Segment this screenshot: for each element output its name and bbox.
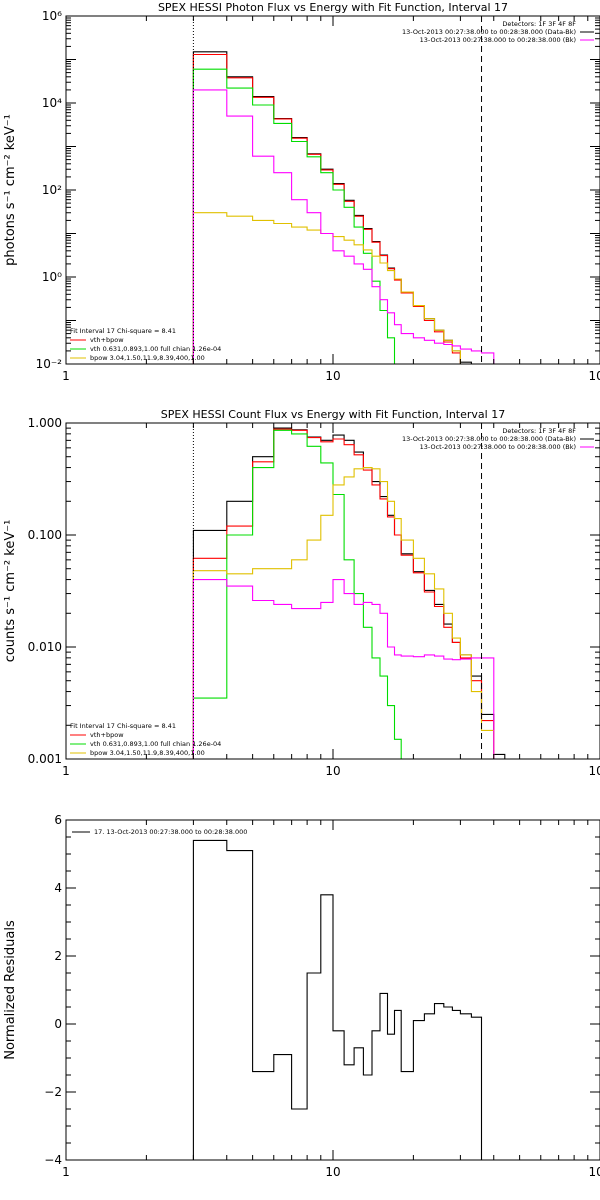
legend-left-entry: 17. 13-Oct-2013 00:27:38.000 to 00:28:38… <box>94 828 247 836</box>
y-tick-label: 0 <box>54 1017 62 1031</box>
y-tick-label: 10² <box>42 183 62 197</box>
series-bk-line <box>192 579 505 760</box>
count-flux-panel: SPEX HESSI Count Flux vs Energy with Fit… <box>3 408 600 778</box>
legend-left-entry: vth+bpow <box>90 336 124 344</box>
residuals-panel: Normalized Residuals 1 10 100 −4 −2 0 2 4 6 17. 1… <box>3 813 600 1179</box>
y-tick-label: 10⁻² <box>36 357 63 371</box>
count-flux-y-axis-label: counts s⁻¹ cm⁻² keV⁻¹ <box>3 520 18 663</box>
series-bk-line <box>192 89 495 364</box>
legend-left-entry: bpow 3.04,1.50,11.9,8.39,400,1.00 <box>90 354 205 362</box>
series-total-line <box>192 428 505 760</box>
y-tick-label: 0.100 <box>28 528 62 542</box>
series-bpow-line <box>192 467 505 760</box>
residuals-plot-area: 1 10 100 −4 −2 0 2 4 6 17. 13-Oct-2013 00:27:38.0… <box>44 813 600 1179</box>
y-tick-label: 10⁶ <box>42 9 62 23</box>
x-tick-label: 10 <box>325 764 340 778</box>
x-tick-label: 100 <box>589 1165 600 1179</box>
series-data-line <box>192 839 483 1160</box>
legend-right-entry: Detectors: 1F 3F 4F 8F <box>502 20 576 28</box>
residuals-y-axis-label: Normalized Residuals <box>3 920 18 1060</box>
x-tick-label: 10 <box>325 1165 340 1179</box>
x-tick-label: 100 <box>589 764 600 778</box>
legend-left-entry: vth+bpow <box>90 731 124 739</box>
legend-right-entry: 13-Oct-2013 00:27:38.000 to 00:28:38.000… <box>402 28 576 36</box>
y-tick-label: 10⁰ <box>42 270 62 284</box>
photon-flux-title: SPEX HESSI Photon Flux vs Energy with Fi… <box>158 1 508 14</box>
legend-right-entry: 13-Oct-2013 00:27:38.000 to 00:28:38.000… <box>420 36 576 44</box>
legend-left-entry: vth 0.631,0.893,1.00 full chian 1.26e-04 <box>90 740 221 748</box>
x-tick-label: 10 <box>325 369 340 383</box>
series-total-line <box>192 53 494 365</box>
count-flux-title: SPEX HESSI Count Flux vs Energy with Fit… <box>161 408 505 421</box>
count-flux-plot-area: 1 10 100 0.001 0.010 0.100 1.000 Fit Interval 1… <box>28 416 600 778</box>
y-tick-label: 2 <box>54 949 62 963</box>
photon-flux-y-axis-label: photons s⁻¹ cm⁻² keV⁻¹ <box>3 114 18 266</box>
photon-flux-plot-area: 1 10 100 10⁻² 10⁰ 10² 10⁴ 10⁶ Fit Interval 17 Ch… <box>36 9 600 383</box>
photon-flux-panel: SPEX HESSI Photon Flux vs Energy with Fi… <box>3 1 600 383</box>
legend-left-entry: vth 0.631,0.893,1.00 full chian 1.26e-04 <box>90 345 221 353</box>
series-vth-line <box>192 429 505 760</box>
legend-left-entry: Fit Interval 17 Chi-square = 8.41 <box>70 327 176 335</box>
y-tick-label: 6 <box>54 813 62 827</box>
x-tick-label: 1 <box>62 764 70 778</box>
legend-right-entry: Detectors: 1F 3F 4F 8F <box>502 427 576 435</box>
legend-left-entry: bpow 3.04,1.50,11.9,8.39,400,1.00 <box>90 749 205 757</box>
series-data-line <box>192 51 494 365</box>
y-tick-label: −2 <box>44 1085 62 1099</box>
y-tick-label: 0.001 <box>28 752 62 766</box>
x-tick-label: 100 <box>589 369 600 383</box>
y-tick-label: 1.000 <box>28 416 62 430</box>
x-tick-label: 1 <box>62 369 70 383</box>
y-tick-label: 10⁴ <box>42 96 62 110</box>
legend-left-entry: Fit Interval 17 Chi-square = 8.41 <box>70 722 176 730</box>
legend-right-entry: 13-Oct-2013 00:27:38.000 to 00:28:38.000… <box>402 435 576 443</box>
y-tick-label: −4 <box>44 1153 62 1167</box>
y-tick-label: 0.010 <box>28 640 62 654</box>
legend-right-entry: 13-Oct-2013 00:27:38.000 to 00:28:38.000… <box>420 443 576 451</box>
series-bpow-line <box>192 212 494 365</box>
y-tick-label: 4 <box>54 881 62 895</box>
x-tick-label: 1 <box>62 1165 70 1179</box>
